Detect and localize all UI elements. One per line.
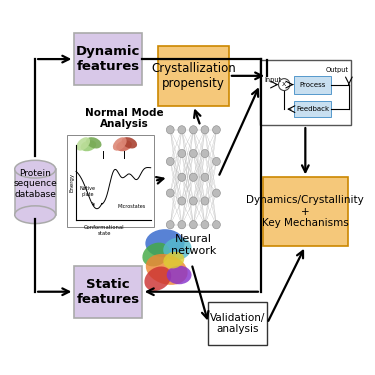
Ellipse shape [86,137,102,148]
Text: Protein
sequence
database: Protein sequence database [13,169,57,199]
Text: Normal Mode
Analysis: Normal Mode Analysis [85,108,164,129]
Bar [294,101,331,117]
Circle shape [189,150,197,158]
Bar [67,135,154,226]
Circle shape [201,173,209,182]
Circle shape [178,126,186,134]
Ellipse shape [146,254,188,285]
Bar [74,266,142,318]
Circle shape [189,173,197,182]
Circle shape [213,158,220,165]
Text: Crystallization
propensity: Crystallization propensity [151,62,236,90]
Ellipse shape [144,267,171,291]
Bar [15,169,55,215]
Text: Feedback: Feedback [296,106,329,112]
Ellipse shape [163,238,192,260]
Ellipse shape [142,243,170,266]
Circle shape [201,197,209,205]
Text: Conformational
state: Conformational state [84,225,125,236]
Circle shape [166,220,174,229]
Text: X: X [282,82,286,87]
Ellipse shape [116,140,132,151]
Ellipse shape [167,266,192,284]
Bar [294,76,331,93]
Circle shape [178,173,186,182]
Ellipse shape [15,206,55,224]
Text: Process: Process [299,82,326,88]
Bar [260,60,351,125]
Bar [74,33,142,85]
Text: Dynamics/Crystallinity
+
Key Mechanisms: Dynamics/Crystallinity + Key Mechanisms [246,195,364,228]
Bar [209,302,267,345]
Circle shape [166,189,174,197]
Text: Output: Output [326,67,349,73]
Circle shape [201,220,209,229]
Text: Dynamic
features: Dynamic features [76,45,140,73]
Circle shape [279,79,290,90]
Text: Microstates: Microstates [118,204,146,209]
Circle shape [201,150,209,158]
Ellipse shape [163,252,184,268]
Text: Static
features: Static features [76,278,140,306]
Text: Validation/
analysis: Validation/ analysis [210,312,266,334]
Text: Input: Input [264,77,281,83]
Circle shape [178,220,186,229]
Ellipse shape [15,160,55,178]
Circle shape [189,220,197,229]
Ellipse shape [113,137,127,151]
Circle shape [213,189,220,197]
Ellipse shape [76,137,90,151]
Ellipse shape [146,229,184,258]
Text: Native
plate: Native plate [80,186,96,206]
Circle shape [166,158,174,165]
Circle shape [213,220,220,229]
Circle shape [178,150,186,158]
Ellipse shape [81,140,96,151]
Circle shape [166,126,174,134]
Circle shape [189,197,197,205]
Circle shape [178,197,186,205]
Circle shape [189,126,197,134]
Bar [158,46,229,106]
Circle shape [213,126,220,134]
Ellipse shape [122,137,137,148]
Bar [262,177,348,246]
Text: Energy: Energy [69,173,74,192]
Text: Neural
network: Neural network [171,234,216,256]
Circle shape [201,126,209,134]
